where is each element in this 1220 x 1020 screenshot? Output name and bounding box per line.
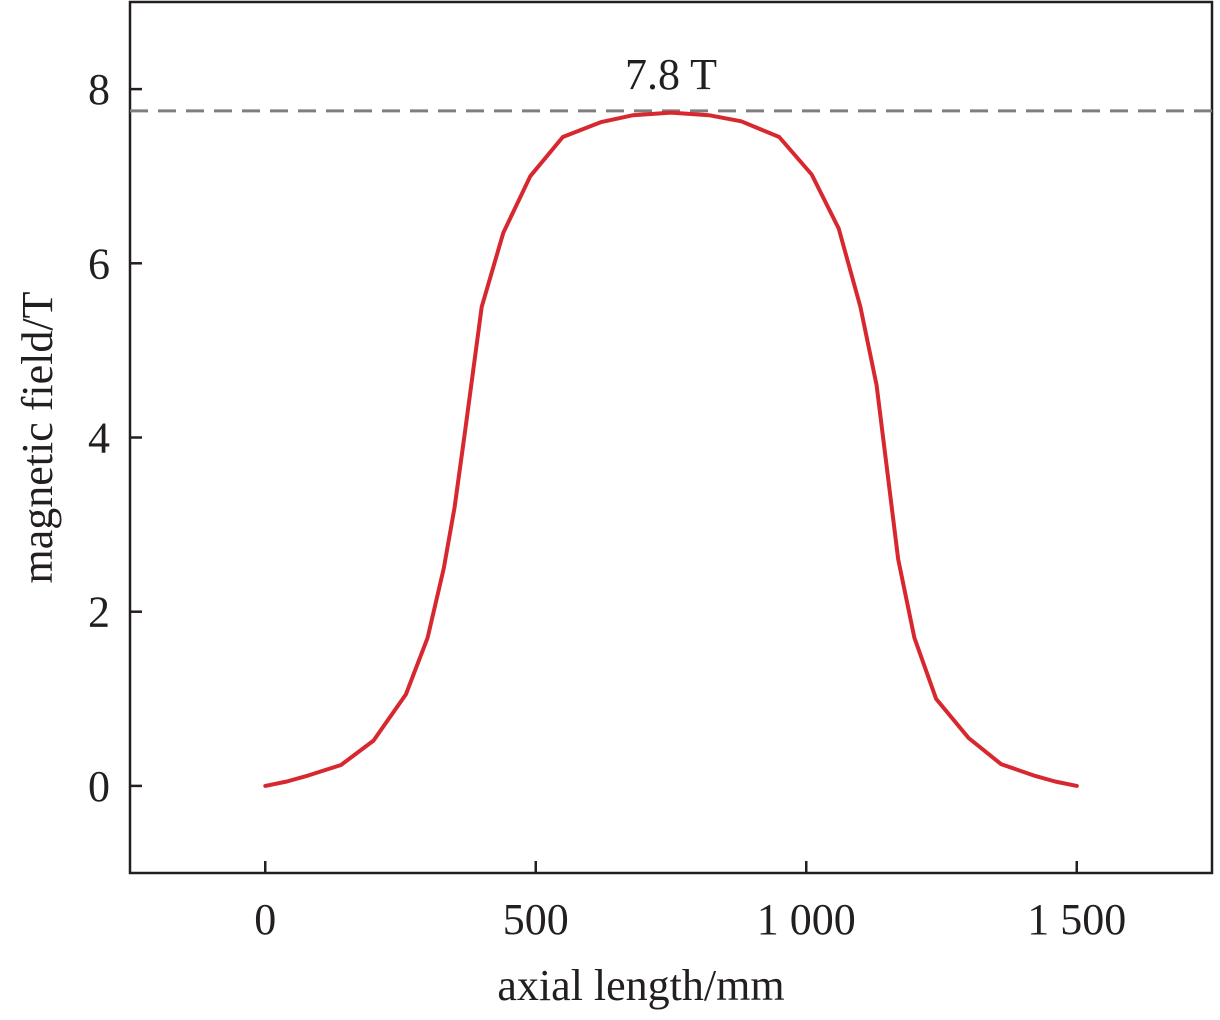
y-tick-label: 4 bbox=[88, 414, 110, 463]
x-axis-ticks: 0 500 1 000 1 500 bbox=[254, 861, 1126, 944]
x-tick-label: 1 500 bbox=[1027, 895, 1126, 944]
reference-line-label: 7.8 T bbox=[625, 50, 717, 99]
x-axis-title: axial length/mm bbox=[497, 961, 784, 1010]
x-tick-label: 0 bbox=[254, 895, 276, 944]
y-tick-label: 2 bbox=[88, 588, 110, 637]
y-axis-title: magnetic field/T bbox=[13, 291, 62, 583]
y-axis-ticks: 0 2 4 6 8 bbox=[88, 65, 142, 811]
plot-frame bbox=[128, 0, 1214, 875]
x-tick-label: 1 000 bbox=[757, 895, 856, 944]
y-tick-label: 6 bbox=[88, 239, 110, 288]
series-line bbox=[263, 110, 1079, 788]
x-tick-label: 500 bbox=[503, 895, 569, 944]
y-tick-label: 8 bbox=[88, 65, 110, 114]
y-tick-label: 0 bbox=[88, 762, 110, 811]
